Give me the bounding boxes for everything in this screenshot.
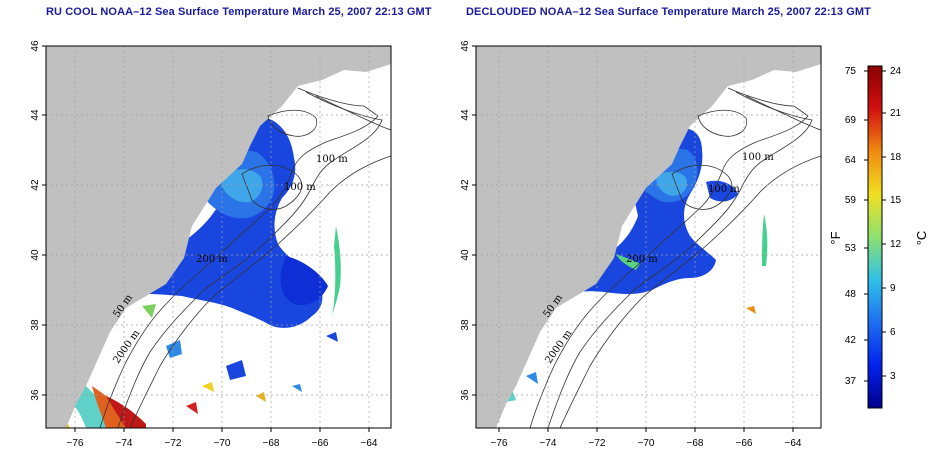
contour-label-200m-right: 200 m xyxy=(626,254,658,265)
colorbar-f-tick-53: 53 xyxy=(845,243,857,254)
y-tick-right-36: 36 xyxy=(460,389,471,401)
colorbar-f-tick-48: 48 xyxy=(845,289,857,300)
y-tick-left-40: 40 xyxy=(30,249,41,261)
y-tick-right-42: 42 xyxy=(460,179,471,191)
map-title-declouded: DECLOUDED NOAA–12 Sea Surface Temperatur… xyxy=(466,6,871,18)
y-tick-left-44: 44 xyxy=(30,109,41,121)
contour-label-100m-b: 100 m xyxy=(284,182,316,193)
sst-layer-raw xyxy=(46,46,391,428)
colorbar-c-tick-24: 24 xyxy=(890,66,902,77)
contour-label-200m: 200 m xyxy=(196,254,228,265)
y-tick-right-38: 38 xyxy=(460,319,471,331)
map-panel-raw: 100 m 100 m 200 m 50 m 2000 m 46 44 42 4… xyxy=(30,40,392,449)
colorbar-c-tick-6: 6 xyxy=(890,327,896,338)
contour-label-100m-b-right: 100 m xyxy=(708,184,740,195)
x-tick-right-66: −66 xyxy=(736,438,753,449)
grid-declouded xyxy=(476,46,821,428)
y-tick-left-38: 38 xyxy=(30,319,41,331)
contour-label-100m-a: 100 m xyxy=(316,154,348,165)
contour-label-100m-a-right: 100 m xyxy=(742,152,774,163)
colorbar-celsius-label: °C xyxy=(914,231,929,246)
grid-raw xyxy=(46,46,391,428)
x-tick-left-74: −74 xyxy=(116,438,133,449)
colorbar-f-tick-42: 42 xyxy=(845,335,857,346)
map-panel-declouded: 100 m 100 m 200 m 50 m 2000 m 46 44 42 4… xyxy=(460,40,822,449)
colorbar-c-tick-21: 21 xyxy=(890,108,902,119)
colorbar-fahrenheit-label: °F xyxy=(828,231,843,244)
colorbar-f-tick-69: 69 xyxy=(845,115,857,126)
y-tick-right-44: 44 xyxy=(460,109,471,121)
x-tick-left-68: −68 xyxy=(263,438,280,449)
colorbar: 75 69 64 59 53 48 42 37 24 21 18 15 12 9… xyxy=(828,65,929,409)
x-tick-left-70: −70 xyxy=(214,438,231,449)
x-tick-left-76: −76 xyxy=(67,438,84,449)
colorbar-c-tick-3: 3 xyxy=(890,371,896,382)
colorbar-c-tick-15: 15 xyxy=(890,195,902,206)
y-tick-right-46: 46 xyxy=(460,40,471,52)
colorbar-c-tick-12: 12 xyxy=(890,239,902,250)
map-title-raw: RU COOL NOAA–12 Sea Surface Temperature … xyxy=(46,6,432,18)
y-tick-left-46: 46 xyxy=(30,40,41,52)
y-tick-right-40: 40 xyxy=(460,249,471,261)
x-tick-left-64: −64 xyxy=(361,438,378,449)
colorbar-c-tick-9: 9 xyxy=(890,283,896,294)
x-tick-left-66: −66 xyxy=(312,438,329,449)
x-tick-right-76: −76 xyxy=(491,438,508,449)
x-tick-left-72: −72 xyxy=(165,438,182,449)
y-tick-left-42: 42 xyxy=(30,179,41,191)
y-tick-left-36: 36 xyxy=(30,389,41,401)
colorbar-gradient xyxy=(867,65,883,409)
x-tick-right-74: −74 xyxy=(540,438,557,449)
sst-layer-declouded xyxy=(476,46,821,428)
colorbar-f-tick-64: 64 xyxy=(845,155,857,166)
x-tick-right-70: −70 xyxy=(638,438,655,449)
colorbar-f-tick-75: 75 xyxy=(845,66,857,77)
map-frame-declouded xyxy=(475,45,822,429)
x-tick-right-64: −64 xyxy=(785,438,802,449)
colorbar-f-tick-59: 59 xyxy=(845,195,857,206)
x-tick-right-68: −68 xyxy=(687,438,704,449)
colorbar-f-tick-37: 37 xyxy=(845,376,857,387)
x-tick-right-72: −72 xyxy=(589,438,606,449)
colorbar-c-tick-18: 18 xyxy=(890,152,902,163)
map-frame-raw xyxy=(45,45,392,429)
